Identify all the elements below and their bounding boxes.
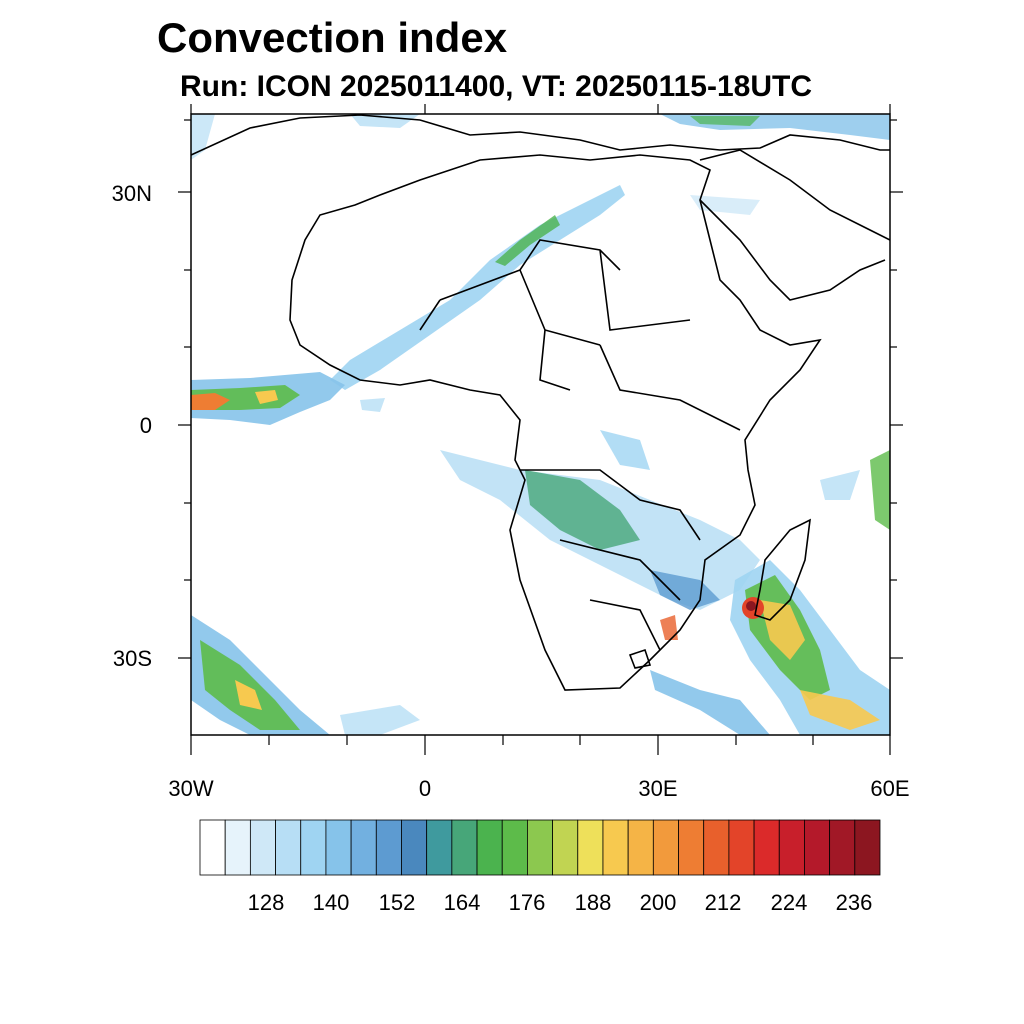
colorbar-swatch — [224, 819, 251, 876]
lat-label-30n: 30N — [111, 181, 152, 206]
colorbar-swatch — [275, 819, 302, 876]
colorbar-swatch — [300, 819, 327, 876]
colorbar-label: 188 — [574, 890, 612, 915]
colorbar-label: 236 — [835, 890, 873, 915]
colorbar-swatch — [451, 819, 478, 876]
lon-label-30w: 30W — [168, 776, 214, 801]
colorbar-swatch — [804, 819, 831, 876]
colorbar-swatch — [829, 819, 856, 876]
colorbar-swatch — [552, 819, 579, 876]
colorbar-swatch — [753, 819, 780, 876]
lon-label-30e: 30E — [638, 776, 678, 801]
colorbar-swatch — [854, 819, 881, 876]
colorbar-swatch — [527, 819, 553, 876]
lon-label-0: 0 — [418, 776, 432, 801]
colorbar-swatch — [678, 819, 705, 876]
convection-field — [191, 114, 890, 735]
colorbar-swatch — [350, 819, 377, 876]
colorbar-swatch — [577, 819, 604, 876]
colorbar-swatch — [778, 819, 805, 876]
colorbar-swatch — [728, 819, 755, 876]
coastlines — [191, 114, 890, 691]
axis-ticks — [178, 104, 903, 755]
chart-title: Convection index — [157, 14, 508, 61]
colorbar-swatch — [652, 819, 679, 876]
colorbar-swatch — [249, 819, 276, 876]
colorbar-label: 140 — [312, 890, 350, 915]
colorbar-swatch — [401, 819, 428, 876]
colorbar-swatch — [199, 819, 226, 876]
colorbar-swatch — [325, 819, 352, 876]
colorbar-label: 176 — [508, 890, 546, 915]
lat-label-0: 0 — [139, 413, 152, 438]
lon-label-60e: 60E — [870, 776, 910, 801]
colorbar — [199, 819, 881, 876]
lat-label-30s: 30S — [112, 646, 152, 671]
colorbar-label: 164 — [443, 890, 481, 915]
colorbar-swatch — [501, 819, 528, 876]
colorbar-swatch — [375, 819, 402, 876]
chart-subtitle: Run: ICON 2025011400, VT: 20250115-18UTC — [180, 70, 813, 103]
colorbar-swatch — [476, 819, 503, 876]
colorbar-label: 200 — [639, 890, 677, 915]
colorbar-swatch — [627, 819, 654, 876]
colorbar-label: 128 — [247, 890, 285, 915]
colorbar-label: 212 — [704, 890, 742, 915]
colorbar-swatch — [602, 819, 629, 876]
colorbar-label: 224 — [770, 890, 808, 915]
colorbar-swatch — [426, 819, 453, 876]
colorbar-swatch — [703, 819, 730, 876]
colorbar-label: 152 — [378, 890, 416, 915]
